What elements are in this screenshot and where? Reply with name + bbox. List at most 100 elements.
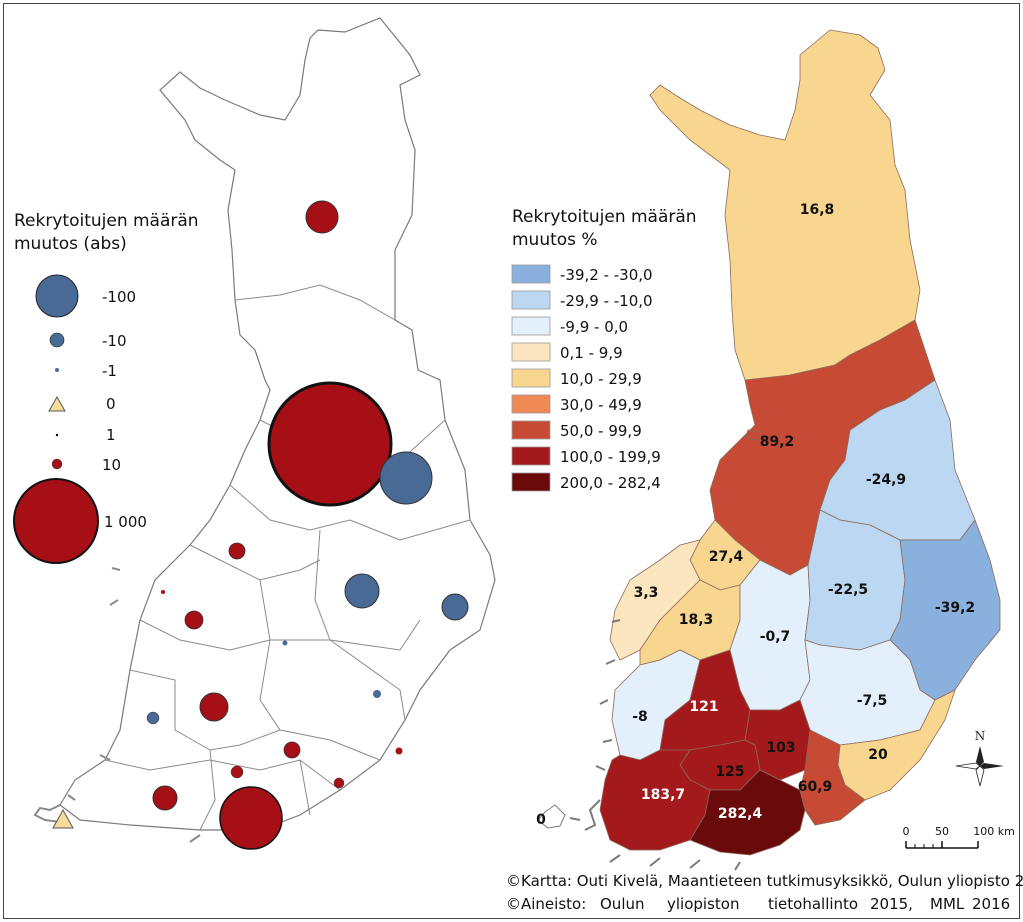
credit-data-word: 2015, [870,895,913,913]
left-finland-outline [33,17,496,843]
value-satakunta: -8 [632,709,648,725]
credit-data-word: ©Aineisto: [506,895,586,913]
legend-class-label: 10,0 - 29,9 [560,370,642,388]
legend-label-minus10: -10 [102,332,127,350]
value-uusimaa: 282,4 [718,806,763,822]
north-arrow-label: N [975,729,986,743]
legend-class-label: -39,2 - -30,0 [560,266,653,284]
right-legend-classes: -39,2 - -30,0 -29,9 - -10,0 -9,9 - 0,0 0,1 … [511,264,661,492]
value-central-ostrobothnia: 27,4 [709,549,744,565]
symbol-ostrobothnia [161,590,165,594]
left-legend-title-2: muutos (abs) [14,234,127,254]
legend-swatch [511,342,551,362]
legend-symbol-minus100 [35,274,79,318]
value-kymenlaakso: 60,9 [798,779,833,795]
legend-label-thousand: 1 000 [104,513,147,531]
symbol-north-ostrobothnia [267,381,393,507]
scale-bar: 0 50 100 km [903,825,1015,849]
left-region-border [329,639,406,721]
legend-label-one: 1 [106,426,116,444]
legend-symbol-minus1 [55,368,59,372]
credit-map: ©Kartta: Outi Kivelä, Maantieteen tutkim… [506,872,1023,890]
value-kanta-hame: 125 [715,764,744,780]
value-north-karelia: -39,2 [935,600,975,616]
region-islet [745,429,761,441]
credit-data: ©Aineisto: Oulun yliopiston tietohallint… [506,895,1010,913]
symbol-south-savo [373,690,381,698]
left-symbols [52,200,469,850]
symbol-satakunta [146,711,160,725]
north-arrow-n [976,746,984,766]
north-arrow: N [955,729,1004,787]
value-paijat-hame: 103 [766,740,795,756]
symbol-south-ostrobothnia [184,610,204,630]
legend-swatch [511,290,551,310]
left-region-border [139,619,330,651]
region-uusimaa [689,769,806,856]
right-legend-title-1: Rekrytoitujen määrän [512,207,697,227]
left-region-border [104,759,341,791]
left-archipelago [33,567,261,843]
scale-tick-50: 50 [935,825,949,838]
value-north-ostrobothnia: 89,2 [760,434,795,450]
symbol-southwest-finland [152,785,178,811]
value-lapland: 16,8 [800,202,835,218]
value-south-karelia: 20 [868,747,888,763]
legend-symbol-one [55,433,59,437]
value-southwest-finland: 183,7 [641,787,685,803]
north-arrow-e [980,763,1004,769]
legend-class-label: 100,0 - 199,9 [560,448,661,466]
left-legend: Rekrytoitujen määrän muutos (abs) -100 -… [13,211,199,564]
legend-class-label: 50,0 - 99,9 [560,422,642,440]
legend-class-label: -9,9 - 0,0 [560,318,628,336]
legend-swatch [511,368,551,388]
value-central-finland: -0,7 [760,629,791,645]
legend-label-minus1: -1 [102,362,117,380]
right-archipelago [569,619,741,871]
symbol-north-karelia [441,593,469,621]
value-north-savo: -22,5 [828,582,868,598]
left-region-border [259,579,381,761]
symbol-north-savo [344,573,380,609]
symbol-aland [52,808,74,829]
right-choropleth [599,29,1001,856]
region-lapland [649,29,921,381]
symbol-kainuu [379,451,433,505]
legend-swatch [511,420,551,440]
region-kymenlaakso [799,729,866,826]
right-region-labels: 16,8 89,2 -24,9 27,4 3,3 18,3 -0,7 -22,5… [536,202,975,828]
symbol-kymenlaakso [333,777,345,789]
legend-swatch [511,446,551,466]
symbol-central-ostrobothnia [228,542,246,560]
value-south-savo: -7,5 [857,693,888,709]
symbol-pirkanmaa [199,692,229,722]
legend-class-label: 200,0 - 282,4 [560,474,661,492]
north-arrow-s [975,765,985,787]
left-legend-title-1: Rekrytoitujen määrän [14,211,199,231]
legend-class-label: 30,0 - 49,9 [560,396,642,414]
region-aland [537,804,566,829]
scale-tick-0: 0 [903,825,910,838]
legend-symbol-ten [51,458,63,470]
legend-swatch [511,472,551,492]
legend-class-label: 0,1 - 9,9 [560,344,623,362]
legend-swatch [511,394,551,414]
symbol-central-finland [282,640,288,646]
legend-label-ten: 10 [102,456,121,474]
credit-data-word: yliopiston [667,895,739,913]
symbol-uusimaa [219,786,283,850]
value-ostrobothnia: 3,3 [634,585,659,601]
legend-class-label: -29,9 - -10,0 [560,292,653,310]
scale-tick-100: 100 km [973,825,1015,838]
credit-data-word: MML [930,895,965,913]
symbol-lapland [305,200,339,234]
left-region-border [299,759,311,816]
legend-symbol-minus10 [49,332,65,348]
credit-data-word: 2016 [972,895,1010,913]
legend-symbol-thousand [13,478,99,564]
left-region-border [229,484,471,541]
symbol-kanta-hame [230,765,244,779]
left-region-border [234,284,396,321]
